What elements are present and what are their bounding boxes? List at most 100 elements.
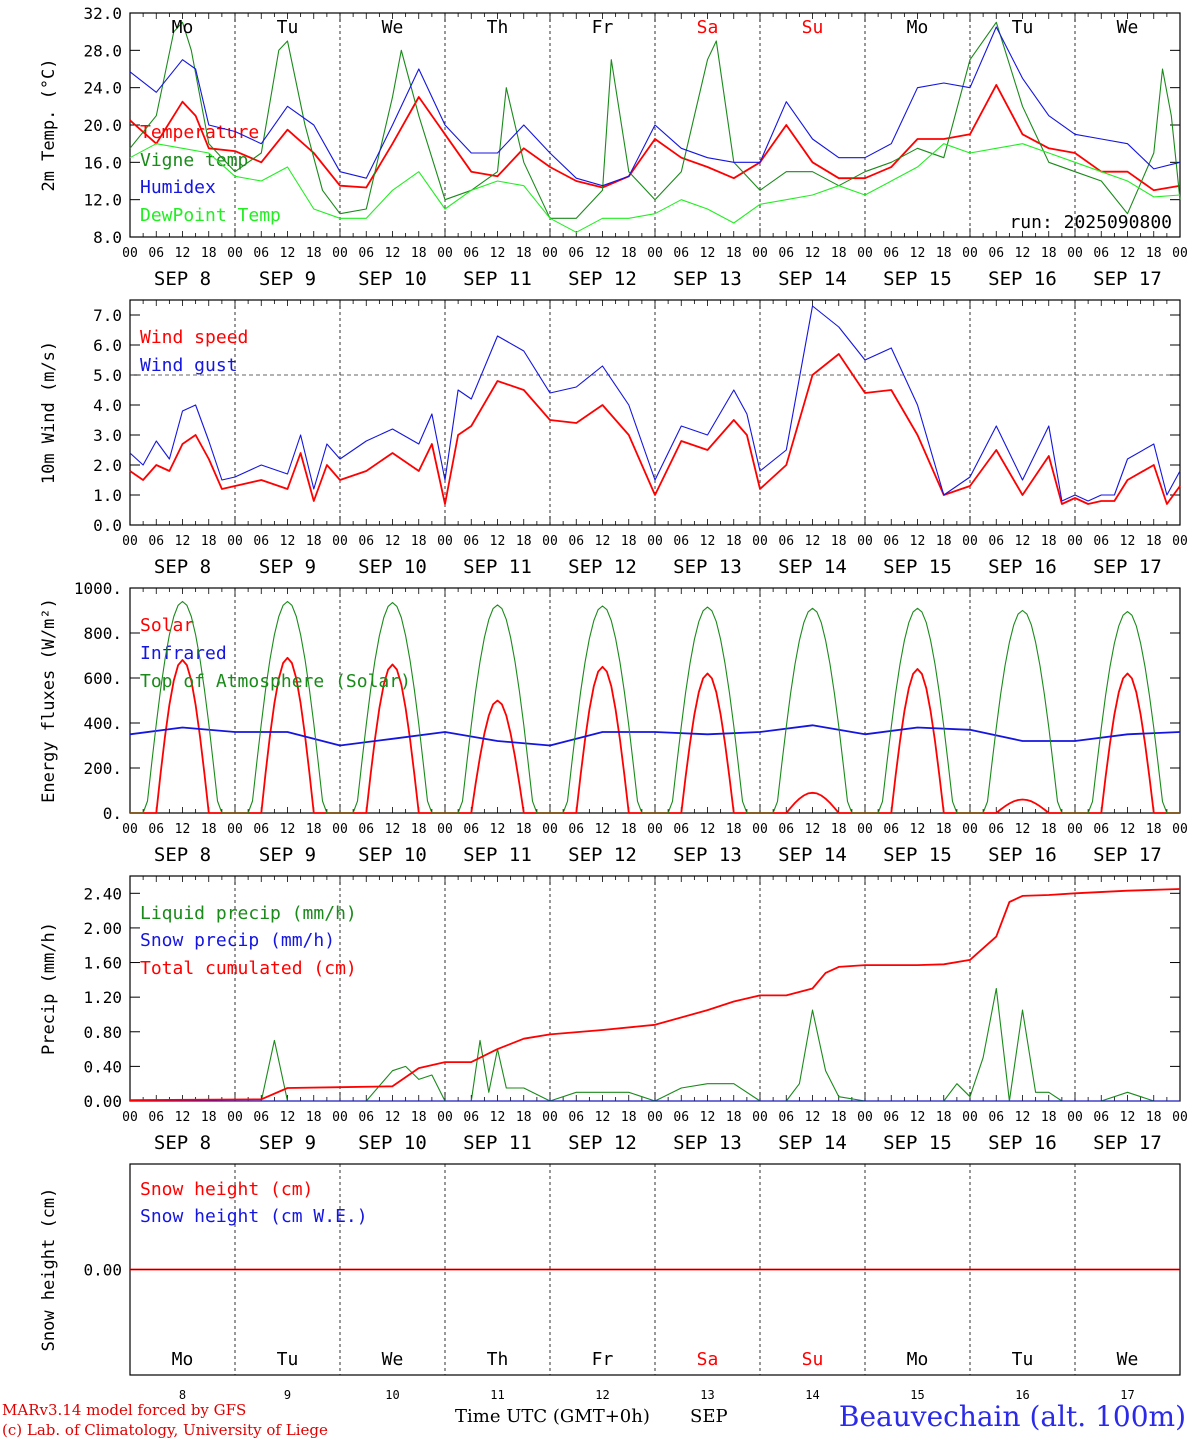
date-label: SEP 12: [568, 556, 637, 578]
hour-label: 18: [516, 822, 532, 837]
hour-label: 00: [227, 822, 243, 837]
legend-entry: Snow height (cm): [140, 1179, 313, 1200]
y-tick-label: 2.40: [83, 884, 122, 903]
day-number: 10: [385, 1388, 399, 1402]
y-tick-label: 600.: [83, 669, 122, 688]
date-label: SEP 13: [673, 556, 742, 578]
hour-label: 06: [1093, 822, 1109, 837]
hour-label: 12: [595, 1110, 611, 1125]
weekday-label: We: [382, 1349, 404, 1370]
hour-label: 00: [752, 822, 768, 837]
hour-label: 18: [306, 1110, 322, 1125]
hour-label: 18: [411, 246, 427, 261]
series-line-wind-speed: [129, 353, 1181, 505]
hour-label: 18: [516, 1110, 532, 1125]
y-tick-label: 0.: [103, 804, 122, 823]
hour-label: 18: [1041, 246, 1057, 261]
date-label: SEP 17: [1093, 268, 1162, 290]
station-name: Beauvechain (alt. 100m): [838, 1400, 1186, 1433]
hour-label: 06: [568, 246, 584, 261]
hour-label: 00: [1067, 822, 1083, 837]
date-label: SEP 13: [673, 844, 742, 866]
y-tick-label: 28.0: [83, 41, 122, 60]
date-label: SEP 16: [988, 844, 1057, 866]
date-label: SEP 10: [358, 268, 427, 290]
model-credit: MARv3.14 model forced by GFS (c) Lab. of…: [2, 1400, 328, 1440]
y-tick-label: 0.00: [83, 1092, 122, 1111]
y-tick-label: 3.0: [93, 426, 122, 445]
day-number: 13: [700, 1388, 714, 1402]
hour-label: 00: [962, 822, 978, 837]
hour-label: 06: [883, 534, 899, 549]
hour-label: 06: [1093, 246, 1109, 261]
day-number: 12: [595, 1388, 609, 1402]
hour-label: 06: [253, 534, 269, 549]
hour-label: 06: [148, 246, 164, 261]
hour-label: 06: [253, 246, 269, 261]
date-label: SEP 8: [154, 268, 211, 290]
y-tick-label: 7.0: [93, 306, 122, 325]
y-tick-label: 0.00: [83, 1261, 122, 1280]
hour-label: 06: [358, 822, 374, 837]
hour-label: 12: [700, 1110, 716, 1125]
day-number: 17: [1120, 1388, 1134, 1402]
hour-label: 06: [463, 534, 479, 549]
legend-entry: Snow precip (mm/h): [140, 930, 335, 951]
hour-label: 18: [1146, 1110, 1162, 1125]
hour-label: 12: [805, 822, 821, 837]
y-tick-label: 5.0: [93, 366, 122, 385]
hour-label: 18: [516, 534, 532, 549]
legend-entry: Liquid precip (mm/h): [140, 903, 357, 924]
series-line-humidex: [129, 26, 1181, 187]
legend-entry: Temperature: [140, 122, 259, 143]
weekday-label: Su: [802, 17, 824, 38]
hour-label: 06: [883, 1110, 899, 1125]
hour-label: 06: [673, 822, 689, 837]
series-line-dewpoint-temp: [129, 143, 1181, 233]
lab-line: (c) Lab. of Climatology, University of L…: [2, 1421, 328, 1439]
hour-label: 12: [385, 534, 401, 549]
hour-label: 00: [1067, 534, 1083, 549]
y-tick-label: 12.0: [83, 191, 122, 210]
hour-label: 06: [148, 1110, 164, 1125]
hour-label: 00: [437, 246, 453, 261]
legend-entry: Wind gust: [140, 355, 238, 376]
date-label: SEP 17: [1093, 1132, 1162, 1154]
hour-label: 00: [437, 822, 453, 837]
y-tick-label: 24.0: [83, 79, 122, 98]
y-tick-label: 200.: [83, 759, 122, 778]
date-label: SEP 15: [883, 1132, 952, 1154]
hour-label: 00: [122, 246, 138, 261]
series-line-top-of-atmosphere-solar-: [130, 600, 1180, 814]
hour-label: 18: [726, 534, 742, 549]
y-tick-label: 2.0: [93, 456, 122, 475]
hour-label: 00: [332, 1110, 348, 1125]
series-line-total-cumulated-cm-: [129, 888, 1181, 1101]
date-label: SEP 15: [883, 844, 952, 866]
weekday-label: Fr: [592, 1349, 614, 1370]
hour-label: 00: [647, 1110, 663, 1125]
hour-label: 12: [910, 534, 926, 549]
legend-entry: Wind speed: [140, 327, 248, 348]
day-number: 8: [179, 1388, 186, 1402]
weekday-label: Th: [487, 1349, 509, 1370]
date-label: SEP 9: [259, 1132, 316, 1154]
y-tick-label: 16.0: [83, 153, 122, 172]
hour-label: 00: [647, 822, 663, 837]
weekday-label: Mo: [172, 1349, 194, 1370]
hour-label: 06: [1093, 1110, 1109, 1125]
hour-label: 00: [122, 1110, 138, 1125]
y-axis-label: Snow height (cm): [39, 1188, 59, 1352]
weekday-label: Sa: [697, 17, 719, 38]
date-label: SEP 14: [778, 268, 847, 290]
date-label: SEP 11: [463, 556, 532, 578]
hour-label: 00: [857, 822, 873, 837]
hour-label: 00: [1172, 534, 1188, 549]
y-tick-label: 0.80: [83, 1023, 122, 1042]
date-label: SEP 9: [259, 556, 316, 578]
hour-label: 06: [778, 1110, 794, 1125]
hour-label: 12: [910, 246, 926, 261]
y-tick-label: 1.0: [93, 486, 122, 505]
time-axis-label: Time UTC (GMT+0h): [455, 1406, 650, 1427]
month-label: SEP: [690, 1406, 728, 1427]
